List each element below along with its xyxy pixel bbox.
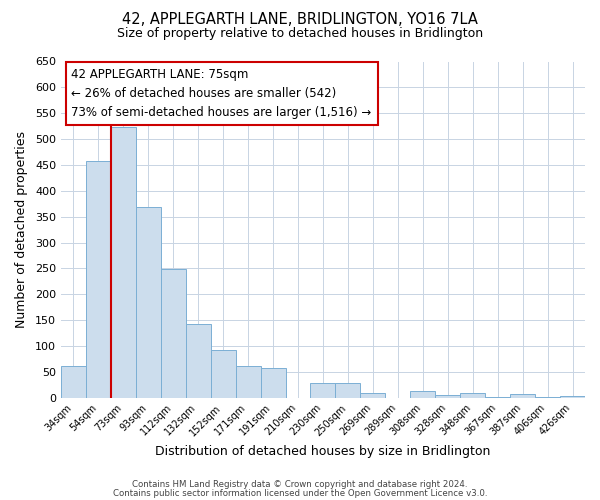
Bar: [111, 126, 136, 398]
Bar: [186, 324, 211, 398]
Bar: [460, 392, 485, 398]
Text: Contains HM Land Registry data © Crown copyright and database right 2024.: Contains HM Land Registry data © Crown c…: [132, 480, 468, 489]
Bar: [86, 162, 111, 398]
Bar: [410, 391, 435, 398]
Bar: [435, 394, 460, 398]
Bar: [161, 269, 186, 398]
Text: 42, APPLEGARTH LANE, BRIDLINGTON, YO16 7LA: 42, APPLEGARTH LANE, BRIDLINGTON, YO16 7…: [122, 12, 478, 28]
Bar: [560, 396, 585, 398]
Bar: [236, 366, 260, 398]
Bar: [211, 350, 236, 398]
Bar: [485, 396, 510, 398]
Text: Contains public sector information licensed under the Open Government Licence v3: Contains public sector information licen…: [113, 489, 487, 498]
Bar: [335, 384, 361, 398]
X-axis label: Distribution of detached houses by size in Bridlington: Distribution of detached houses by size …: [155, 444, 491, 458]
Text: Size of property relative to detached houses in Bridlington: Size of property relative to detached ho…: [117, 28, 483, 40]
Bar: [361, 392, 385, 398]
Bar: [310, 384, 335, 398]
Bar: [260, 368, 286, 398]
Bar: [510, 394, 535, 398]
Bar: [61, 366, 86, 398]
Text: 42 APPLEGARTH LANE: 75sqm
← 26% of detached houses are smaller (542)
73% of semi: 42 APPLEGARTH LANE: 75sqm ← 26% of detac…: [71, 68, 371, 119]
Bar: [535, 396, 560, 398]
Y-axis label: Number of detached properties: Number of detached properties: [15, 131, 28, 328]
Bar: [136, 207, 161, 398]
